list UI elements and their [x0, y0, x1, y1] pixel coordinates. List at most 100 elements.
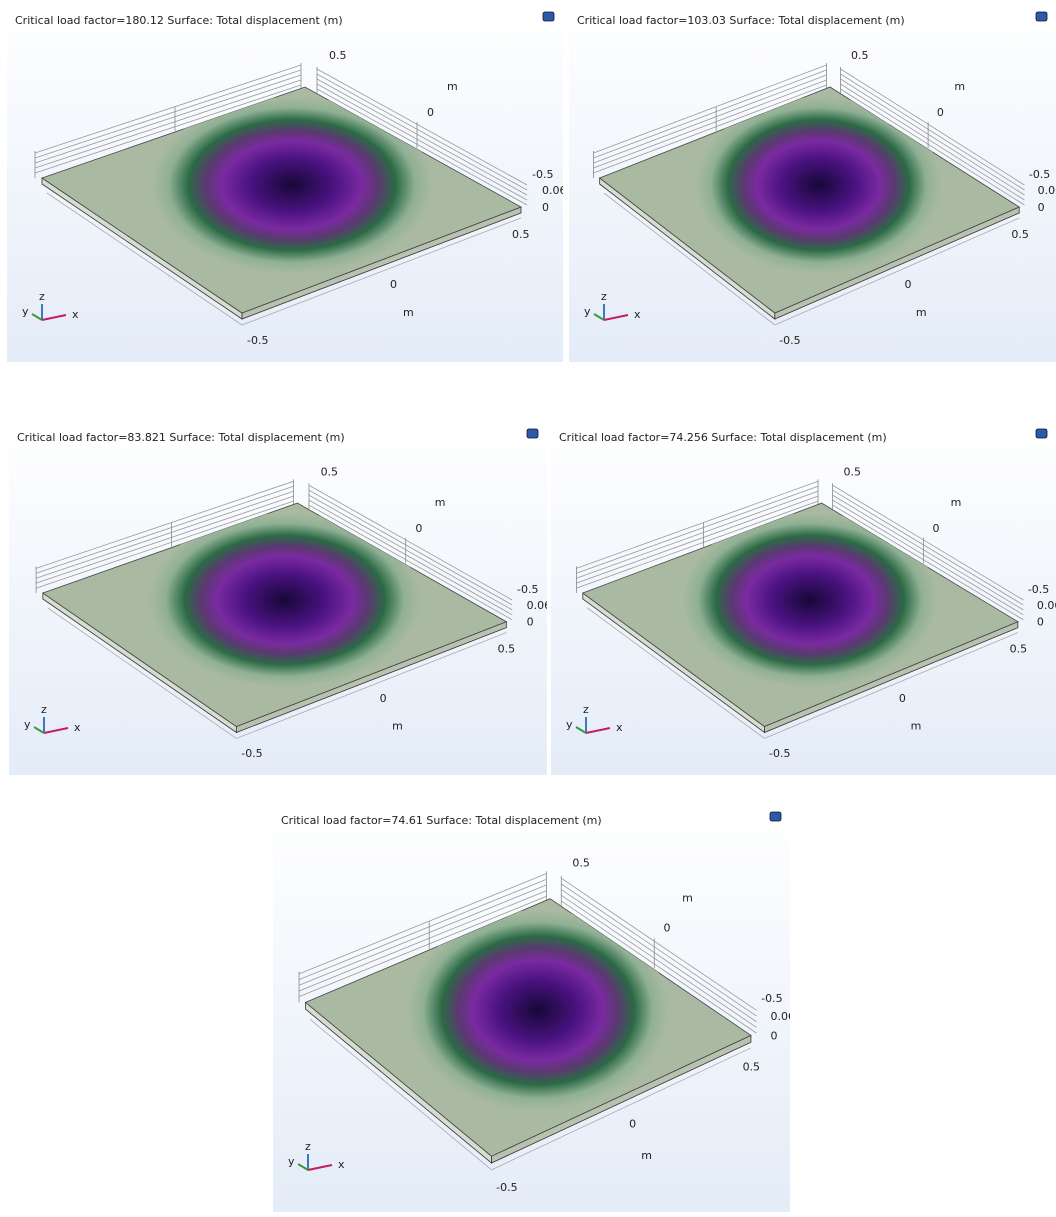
axis-label: 0 [664, 921, 671, 934]
triad-label: y [22, 305, 29, 318]
plot-title: Critical load factor=180.12 Surface: Tot… [15, 14, 343, 27]
axis-label: 0 [937, 106, 944, 119]
plot-title: Critical load factor=74.256 Surface: Tot… [559, 431, 887, 444]
icon [543, 12, 554, 21]
axis-label: 0 [904, 278, 911, 291]
plot: Critical load factor=74.61 Surface: Tota… [273, 803, 790, 1212]
axis-label: 0 [427, 106, 434, 119]
axis-label: -0.5 [247, 334, 268, 347]
triad-label: y [584, 305, 591, 318]
axis-label: 0.5 [498, 642, 516, 655]
axis-label: m [403, 306, 414, 319]
plot-panel: Critical load factor=74.256 Surface: Tot… [551, 420, 1056, 775]
axis-label: m [916, 306, 927, 319]
plot-panel: Critical load factor=180.12 Surface: Tot… [7, 3, 563, 362]
axis-label: -0.5 [769, 747, 790, 760]
displacement-field [696, 97, 941, 273]
triad-label: z [583, 703, 589, 716]
displacement-field [408, 910, 668, 1111]
triad-y [34, 727, 44, 733]
triad-y [32, 314, 42, 320]
axis-label: 0 [415, 522, 422, 535]
triad-label: x [72, 308, 79, 321]
icon [527, 429, 538, 438]
plot-panel: Critical load factor=74.61 Surface: Tota… [273, 803, 790, 1212]
plot: Critical load factor=83.821 Surface: Tot… [9, 420, 547, 775]
axis-label: -0.5 [1029, 168, 1050, 181]
axis-label: 0.06 [542, 184, 563, 197]
axis-label: 0.5 [512, 228, 530, 241]
axis-label: 0 [932, 522, 939, 535]
plot: Critical load factor=74.256 Surface: Tot… [551, 420, 1056, 775]
triad-x [308, 1165, 332, 1170]
axis-label: 0.06 [770, 1010, 790, 1023]
triad-y [298, 1164, 308, 1170]
page: Critical load factor=180.12 Surface: Tot… [0, 0, 1056, 1217]
triad-y [594, 314, 604, 320]
axis-label: 0 [899, 692, 906, 705]
axis-label: 0.5 [743, 1060, 761, 1073]
triad-label: x [74, 721, 81, 734]
axis-label: -0.5 [517, 583, 538, 596]
axis-label: 0 [390, 278, 397, 291]
displacement-field [149, 513, 420, 687]
axis-label: m [951, 496, 962, 509]
axis-label: m [447, 80, 458, 93]
axis-label: -0.5 [1028, 583, 1049, 596]
triad-label: x [338, 1158, 345, 1171]
axis-label: m [641, 1149, 652, 1162]
icon [770, 812, 781, 821]
triad-x [42, 315, 66, 320]
axis-label: m [435, 496, 446, 509]
plot-title: Critical load factor=74.61 Surface: Tota… [281, 814, 602, 827]
plot: Critical load factor=180.12 Surface: Tot… [7, 3, 563, 362]
axis-label: -0.5 [496, 1181, 517, 1194]
triad-x [604, 315, 628, 320]
axis-label: m [392, 720, 403, 733]
axis-label: 0.06 [527, 599, 547, 612]
axis-label: -0.5 [779, 334, 800, 347]
axis-label: 0.06 [1038, 184, 1056, 197]
triad-label: z [39, 290, 45, 303]
axis-label: m [911, 720, 922, 733]
displacement-field [683, 513, 937, 687]
axis-label: 0 [542, 201, 549, 214]
triad-label: y [566, 718, 573, 731]
axis-label: 0 [527, 616, 534, 629]
triad-label: z [41, 703, 47, 716]
plot-title: Critical load factor=83.821 Surface: Tot… [17, 431, 345, 444]
axis-label: 0 [629, 1117, 636, 1130]
triad-label: x [634, 308, 641, 321]
axis-label: m [954, 80, 965, 93]
axis-label: 0.5 [843, 465, 861, 478]
triad-x [586, 728, 610, 733]
plot-title: Critical load factor=103.03 Surface: Tot… [577, 14, 905, 27]
axis-label: 0.5 [851, 49, 869, 62]
axis-label: 0.5 [329, 49, 347, 62]
axis-label: 0 [1037, 616, 1044, 629]
axis-label: 0.5 [572, 856, 590, 869]
triad-y [576, 727, 586, 733]
triad-label: y [24, 718, 31, 731]
plot-panel: Critical load factor=83.821 Surface: Tot… [9, 420, 547, 775]
plot: Critical load factor=103.03 Surface: Tot… [569, 3, 1056, 362]
triad-label: z [601, 290, 607, 303]
axis-label: m [682, 892, 693, 905]
icon [1036, 429, 1047, 438]
axis-label: 0 [380, 692, 387, 705]
axis-label: 0 [770, 1030, 777, 1043]
axis-label: 0.06 [1037, 599, 1056, 612]
axis-label: -0.5 [761, 992, 782, 1005]
axis-label: -0.5 [241, 747, 262, 760]
axis-label: 0.5 [321, 465, 339, 478]
axis-label: 0.5 [1011, 228, 1029, 241]
displacement-field [152, 97, 432, 273]
plot-panel: Critical load factor=103.03 Surface: Tot… [569, 3, 1056, 362]
triad-label: z [305, 1140, 311, 1153]
triad-label: y [288, 1155, 295, 1168]
icon [1036, 12, 1047, 21]
axis-label: 0.5 [1010, 642, 1028, 655]
axis-label: -0.5 [532, 168, 553, 181]
triad-x [44, 728, 68, 733]
triad-label: x [616, 721, 623, 734]
